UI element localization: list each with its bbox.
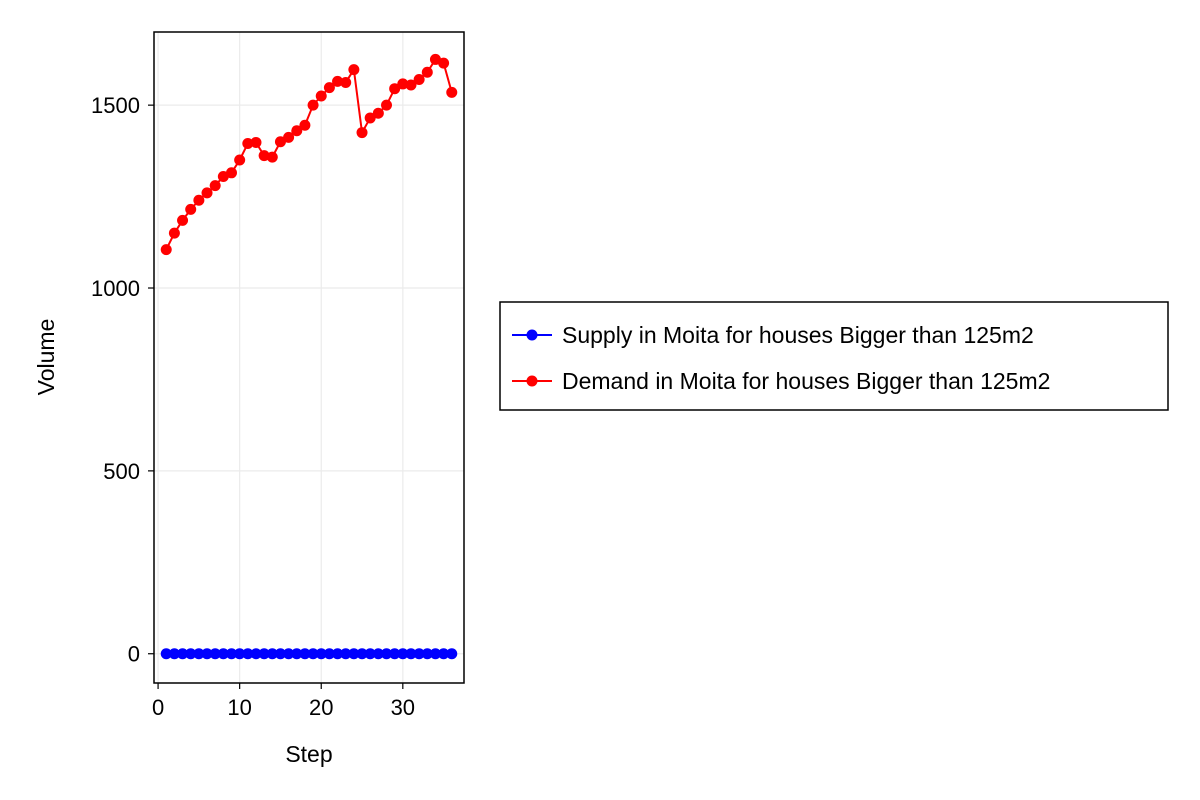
- legend-items: Supply in Moita for houses Bigger than 1…: [512, 322, 1050, 394]
- data-point: [340, 76, 352, 88]
- data-point: [258, 648, 270, 660]
- data-point: [429, 648, 441, 660]
- data-point: [193, 194, 205, 206]
- data-point: [315, 90, 327, 102]
- data-point: [226, 167, 237, 179]
- data-point: [332, 648, 344, 660]
- data-point: [201, 187, 213, 199]
- data-point: [356, 127, 368, 139]
- data-point: [177, 648, 189, 660]
- data-point: [250, 136, 262, 148]
- data-point: [177, 214, 189, 226]
- data-point: [405, 648, 417, 660]
- y-tick-label: 1000: [91, 276, 140, 301]
- x-axis-label: Step: [285, 741, 332, 767]
- data-point: [405, 79, 417, 91]
- data-point: [266, 648, 278, 660]
- data-point: [160, 648, 172, 660]
- data-point: [242, 648, 254, 660]
- data-point: [340, 648, 352, 660]
- data-point: [307, 99, 319, 111]
- data-point: [421, 66, 433, 78]
- data-point: [323, 82, 335, 94]
- data-point: [193, 648, 205, 660]
- x-tick-label: 20: [309, 695, 333, 720]
- axes: 0 10 20 30 0 500 1000 1500: [91, 93, 415, 720]
- grid: [154, 32, 464, 683]
- y-tick-label: 0: [128, 642, 140, 667]
- y-tick-label: 1500: [91, 93, 140, 118]
- data-point: [389, 83, 401, 95]
- data-point: [413, 74, 425, 86]
- data-point: [299, 119, 311, 131]
- series-layer: [160, 53, 458, 660]
- data-point: [168, 227, 180, 239]
- legend-marker-swatch: [526, 375, 538, 387]
- data-point: [234, 648, 246, 660]
- data-point: [201, 648, 213, 660]
- data-point: [421, 648, 433, 660]
- data-point: [209, 180, 221, 192]
- series-demand: [160, 53, 458, 256]
- y-tick-label: 500: [103, 459, 140, 484]
- data-point: [283, 131, 295, 143]
- data-point: [234, 154, 246, 166]
- data-point: [185, 203, 197, 215]
- y-axis-label: Volume: [33, 319, 59, 396]
- data-point: [323, 648, 335, 660]
- data-point: [291, 648, 303, 660]
- data-point: [291, 125, 303, 137]
- legend-label: Demand in Moita for houses Bigger than 1…: [562, 368, 1050, 394]
- data-point: [274, 136, 286, 148]
- legend-label: Supply in Moita for houses Bigger than 1…: [562, 322, 1034, 348]
- series-supply: [160, 648, 458, 660]
- data-point: [315, 648, 327, 660]
- data-point: [372, 648, 384, 660]
- legend: Supply in Moita for houses Bigger than 1…: [499, 301, 1169, 411]
- data-point: [348, 648, 360, 660]
- data-point: [266, 151, 278, 163]
- data-point: [332, 75, 344, 87]
- data-point: [446, 648, 458, 660]
- data-point: [217, 648, 229, 660]
- data-point: [446, 86, 458, 98]
- legend-frame: [499, 301, 1169, 411]
- data-point: [364, 648, 376, 660]
- x-tick-label: 30: [391, 695, 415, 720]
- data-point: [348, 64, 360, 76]
- data-point: [299, 648, 311, 660]
- data-point: [160, 244, 172, 256]
- data-point: [364, 112, 376, 124]
- data-point: [209, 648, 221, 660]
- plot-frame: [153, 31, 465, 684]
- data-point: [283, 648, 295, 660]
- data-point: [258, 150, 270, 162]
- data-point: [381, 648, 392, 660]
- x-tick-label: 0: [152, 695, 164, 720]
- legend-marker-swatch: [526, 329, 538, 341]
- data-point: [413, 648, 425, 660]
- data-point: [242, 138, 254, 150]
- data-point: [185, 648, 197, 660]
- data-point: [250, 648, 262, 660]
- data-point: [307, 648, 319, 660]
- data-point: [356, 648, 368, 660]
- data-point: [397, 78, 409, 90]
- x-tick-label: 10: [227, 695, 251, 720]
- data-point: [438, 648, 450, 660]
- data-point: [168, 648, 180, 660]
- data-point: [438, 57, 450, 69]
- legend-item: Demand in Moita for houses Bigger than 1…: [512, 368, 1050, 394]
- data-point: [372, 107, 384, 119]
- data-point: [389, 648, 401, 660]
- data-point: [226, 648, 237, 660]
- data-point: [381, 99, 392, 111]
- legend-item: Supply in Moita for houses Bigger than 1…: [512, 322, 1034, 348]
- data-point: [397, 648, 409, 660]
- data-point: [274, 648, 286, 660]
